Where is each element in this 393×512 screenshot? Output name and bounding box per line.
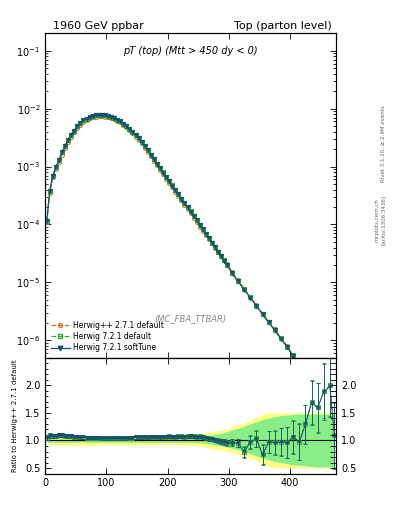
Text: pT (top) (Mtt > 450 dy < 0): pT (top) (Mtt > 450 dy < 0) xyxy=(123,46,258,56)
Text: Rivet 3.1.10, ≥ 2.9M events: Rivet 3.1.10, ≥ 2.9M events xyxy=(381,105,386,182)
Y-axis label: Ratio to Herwig++ 2.7.1 default: Ratio to Herwig++ 2.7.1 default xyxy=(11,359,18,472)
Text: 1960 GeV ppbar: 1960 GeV ppbar xyxy=(53,20,144,31)
Text: (MC_FBA_TTBAR): (MC_FBA_TTBAR) xyxy=(154,314,227,323)
Legend: Herwig++ 2.7.1 default, Herwig 7.2.1 default, Herwig 7.2.1 softTune: Herwig++ 2.7.1 default, Herwig 7.2.1 def… xyxy=(48,318,167,355)
Text: Top (parton level): Top (parton level) xyxy=(234,20,332,31)
Text: mcplots.cern.ch: mcplots.cern.ch xyxy=(375,198,380,242)
Text: [arXiv:1306.3436]: [arXiv:1306.3436] xyxy=(381,195,386,245)
